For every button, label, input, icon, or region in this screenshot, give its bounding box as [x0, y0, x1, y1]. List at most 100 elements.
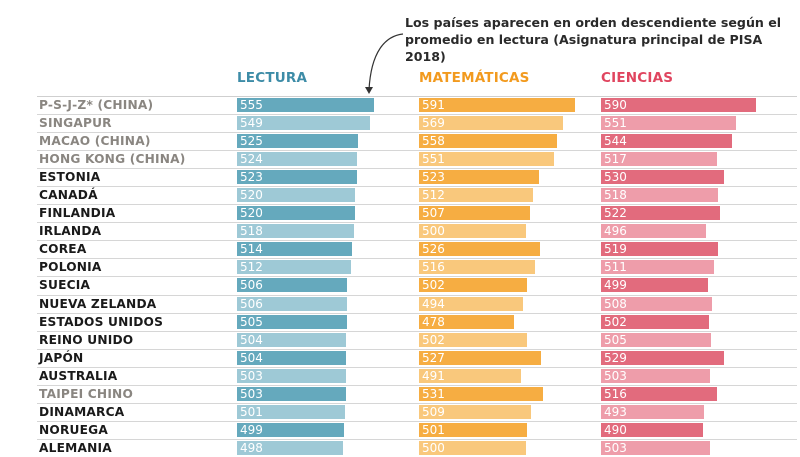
bar-lectura: 525 — [237, 134, 358, 149]
bar-value-label: 590 — [604, 98, 627, 112]
bar-matematicas: 500 — [419, 224, 527, 239]
bar-value-label: 493 — [604, 404, 627, 419]
bar-lectura: 505 — [237, 314, 347, 329]
bar-value-label: 490 — [604, 422, 627, 437]
country-label: HONG KONG (CHINA) — [39, 152, 186, 167]
country-label: DINAMARCA — [39, 404, 125, 419]
bar-value-label: 499 — [604, 278, 627, 293]
bar-value-label: 525 — [240, 134, 263, 149]
bar-value-label: 504 — [240, 332, 263, 347]
table-row: DINAMARCA 501 509 493 — [37, 402, 797, 421]
bar-matematicas: 478 — [419, 314, 515, 329]
bar-ciencias: 503 — [601, 368, 710, 383]
bar-matematicas: 526 — [419, 242, 541, 257]
bar-ciencias: 517 — [601, 152, 718, 167]
bar-value-label: 491 — [422, 368, 445, 383]
table-row: SUECIA 506 502 499 — [37, 276, 797, 294]
bar-value-label: 503 — [240, 386, 263, 401]
table-row: ESTONIA 523 523 530 — [37, 168, 797, 186]
country-label: MACAO (CHINA) — [39, 134, 151, 149]
annotation-arrow-icon — [365, 33, 404, 94]
bar-matematicas: 502 — [419, 332, 528, 347]
table-row: POLONIA 512 516 511 — [37, 258, 797, 276]
bar-ciencias: 551 — [601, 116, 736, 131]
bar-value-label: 500 — [422, 224, 445, 239]
bar-value-label: 508 — [604, 296, 627, 311]
bar-matematicas: 523 — [419, 170, 539, 185]
column-header-ciencias: CIENCIAS — [601, 70, 674, 86]
annotation-note: Los países aparecen en orden descendient… — [405, 15, 782, 64]
bar-lectura: 504 — [237, 350, 347, 365]
bar-value-label: 502 — [604, 314, 627, 329]
country-label: ALEMANIA — [39, 440, 112, 455]
bar-value-label: 558 — [422, 134, 445, 149]
bar-value-label: 478 — [422, 314, 445, 329]
table-row: HONG KONG (CHINA) 524 551 517 — [37, 150, 797, 168]
country-label: SINGAPUR — [39, 116, 112, 131]
chart-rows: P-S-J-Z* (CHINA) 555 591 590 SINGAPUR 549 569 5… — [37, 96, 797, 457]
bar-value-label: 507 — [422, 206, 445, 221]
country-label: IRLANDA — [39, 224, 102, 239]
bar-value-label: 505 — [240, 314, 263, 329]
bar-matematicas: 494 — [419, 296, 523, 311]
country-label: ESTONIA — [39, 170, 101, 185]
table-row: CANADÁ 520 512 518 — [37, 186, 797, 204]
bar-value-label: 516 — [422, 260, 445, 275]
bar-value-label: 496 — [604, 224, 627, 239]
country-label: REINO UNIDO — [39, 332, 134, 347]
table-row: ALEMANIA 498 500 503 — [37, 438, 797, 457]
bar-lectura: 520 — [237, 188, 355, 203]
bar-ciencias: 530 — [601, 170, 725, 185]
country-label: NUEVA ZELANDA — [39, 296, 157, 311]
bar-matematicas: 512 — [419, 188, 533, 203]
bar-lectura: 514 — [237, 242, 352, 257]
bar-ciencias: 499 — [601, 278, 708, 293]
bar-value-label: 503 — [604, 440, 627, 455]
bar-ciencias: 529 — [601, 350, 724, 365]
bar-matematicas: 551 — [419, 152, 554, 167]
table-row: JAPÓN 504 527 529 — [37, 348, 797, 367]
bar-value-label: 494 — [422, 296, 445, 311]
bar-value-label: 501 — [240, 404, 263, 419]
bar-value-label: 517 — [604, 152, 627, 167]
bar-value-label: 505 — [604, 332, 627, 347]
bar-matematicas: 507 — [419, 206, 530, 221]
bar-lectura: 512 — [237, 260, 351, 275]
bar-value-label: 531 — [422, 386, 445, 401]
bar-ciencias: 502 — [601, 314, 710, 329]
bar-value-label: 551 — [604, 116, 627, 131]
bar-value-label: 523 — [240, 170, 263, 185]
bar-value-label: 506 — [240, 296, 263, 311]
bar-value-label: 502 — [422, 278, 445, 293]
country-label: NORUEGA — [39, 422, 109, 437]
bar-lectura: 555 — [237, 98, 374, 112]
bar-matematicas: 509 — [419, 404, 532, 419]
country-label: FINLANDIA — [39, 206, 116, 221]
bar-value-label: 518 — [240, 224, 263, 239]
bar-ciencias: 544 — [601, 134, 732, 149]
bar-lectura: 503 — [237, 368, 346, 383]
table-row: AUSTRALIA 503 491 503 — [37, 366, 797, 385]
bar-matematicas: 527 — [419, 350, 541, 365]
bar-value-label: 526 — [422, 242, 445, 257]
bar-ciencias: 518 — [601, 188, 718, 203]
table-row: ESTADOS UNIDOS 505 478 502 — [37, 312, 797, 331]
bar-value-label: 520 — [240, 188, 263, 203]
bar-lectura: 501 — [237, 404, 345, 419]
table-row: NORUEGA 499 501 490 — [37, 420, 797, 439]
bar-value-label: 514 — [240, 242, 263, 257]
bar-value-label: 524 — [240, 152, 263, 167]
bar-value-label: 519 — [604, 242, 627, 257]
bar-matematicas: 491 — [419, 368, 522, 383]
bar-lectura: 506 — [237, 278, 348, 293]
table-row: FINLANDIA 520 507 522 — [37, 204, 797, 222]
bar-ciencias: 590 — [601, 98, 757, 112]
bar-lectura: 504 — [237, 332, 347, 347]
country-label: AUSTRALIA — [39, 368, 118, 383]
column-header-matematicas: MATEMÁTICAS — [419, 70, 530, 86]
bar-lectura: 499 — [237, 422, 344, 437]
bar-value-label: 504 — [240, 350, 263, 365]
bar-lectura: 518 — [237, 224, 354, 239]
country-label: TAIPEI CHINO — [39, 386, 134, 401]
bar-ciencias: 505 — [601, 332, 711, 347]
